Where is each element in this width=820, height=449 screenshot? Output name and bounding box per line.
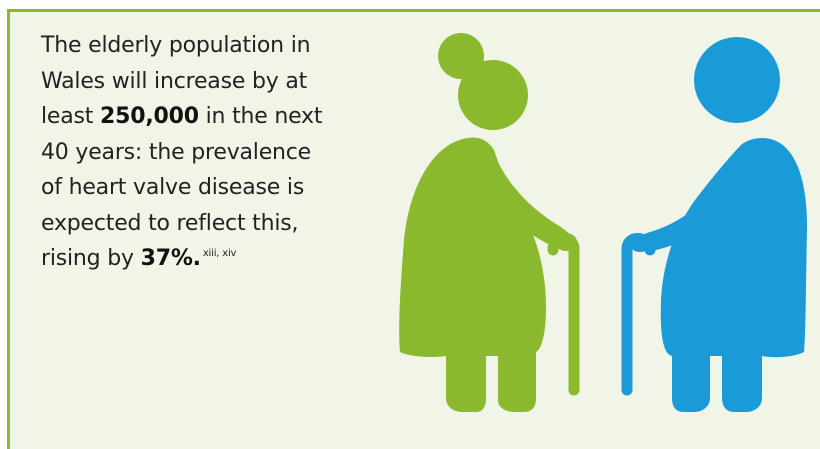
statement-line-7: rising by 37%. xiii, xiv bbox=[41, 241, 381, 277]
prevalence-increase-value: 37%. bbox=[140, 246, 201, 271]
statement-line-3: least 250,000 in the next bbox=[41, 99, 381, 135]
statement-line-3-end: in the next bbox=[198, 104, 323, 129]
statement-line-3-start: least bbox=[41, 104, 101, 129]
statement-text: The elderly population in Wales will inc… bbox=[41, 28, 381, 277]
statement-line-7-start: rising by bbox=[41, 246, 141, 271]
statement-line-6: expected to reflect this, bbox=[41, 210, 299, 236]
elderly-man-with-cane-icon bbox=[621, 37, 808, 412]
statement-line-2: Wales will increase by at bbox=[41, 68, 308, 94]
population-increase-value: 250,000 bbox=[100, 104, 199, 129]
elderly-woman-with-cane-icon bbox=[399, 33, 580, 412]
statement-line-4: 40 years: the prevalence bbox=[41, 139, 312, 165]
reference-superscript: xiii, xiv bbox=[202, 248, 237, 259]
statement-line-5: of heart valve disease is bbox=[41, 175, 305, 200]
statement-line-1: The elderly population in bbox=[41, 33, 311, 58]
elderly-figures-illustration bbox=[399, 33, 808, 412]
